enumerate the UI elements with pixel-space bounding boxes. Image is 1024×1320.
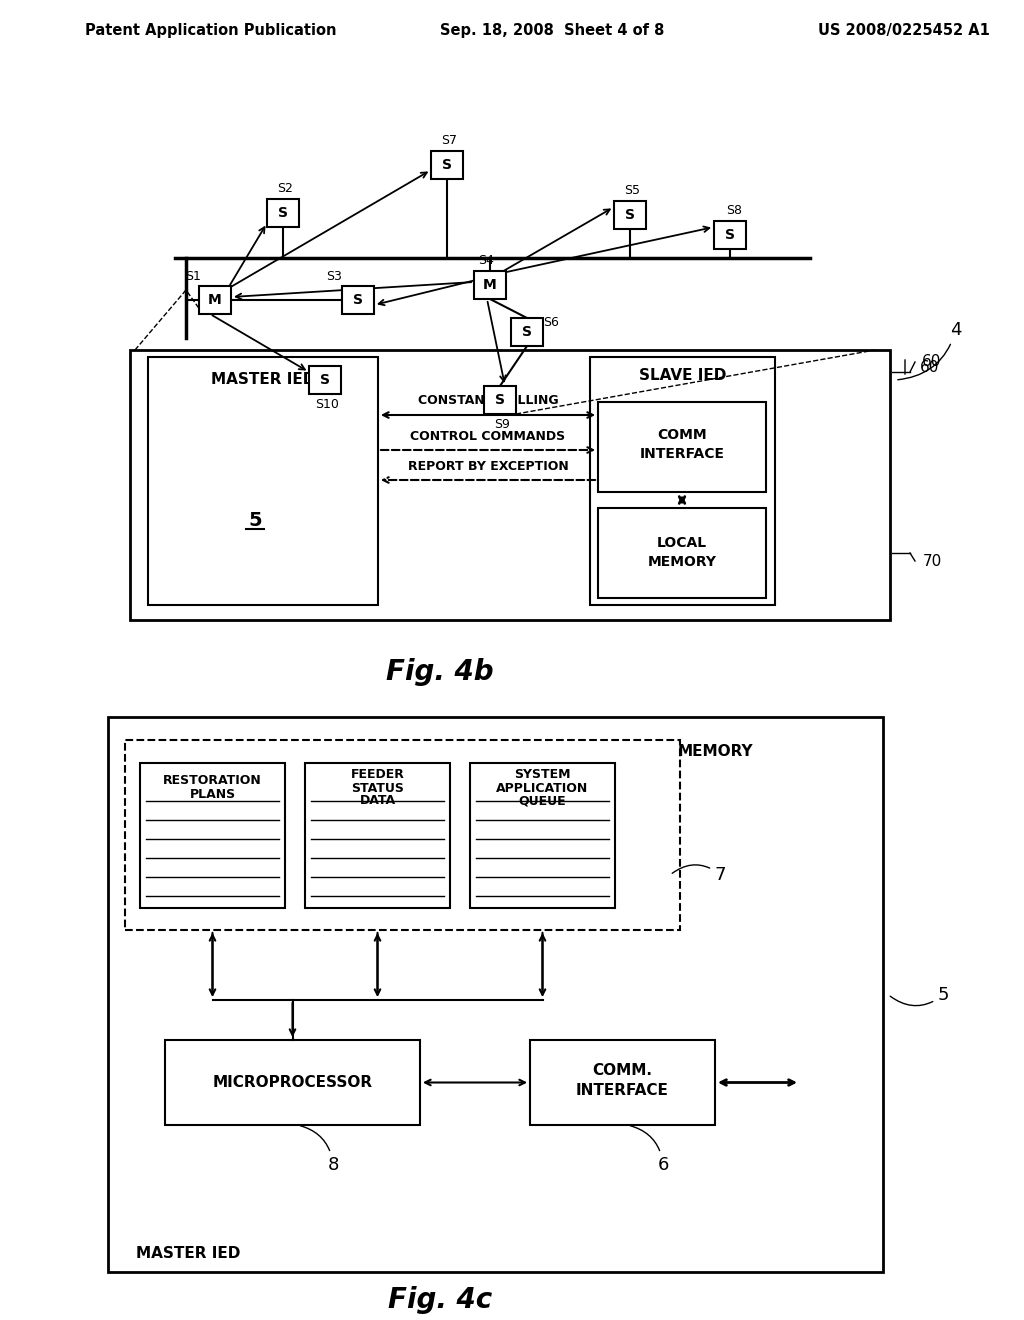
Text: S1: S1 <box>185 271 201 284</box>
Bar <box>199 286 231 314</box>
Text: 7: 7 <box>672 865 726 884</box>
Bar <box>590 356 775 605</box>
Text: S: S <box>522 325 532 339</box>
Text: 70: 70 <box>923 553 942 569</box>
Text: S7: S7 <box>441 135 457 148</box>
Text: COMM: COMM <box>657 428 707 442</box>
Text: S3: S3 <box>326 271 342 284</box>
Bar <box>470 763 615 908</box>
Text: PLANS: PLANS <box>189 788 236 800</box>
Text: MASTER IED: MASTER IED <box>211 371 315 387</box>
Text: M: M <box>208 293 222 308</box>
Bar <box>108 717 883 1272</box>
Bar <box>267 199 299 227</box>
Text: COMM.: COMM. <box>593 1063 652 1078</box>
Text: S: S <box>319 374 330 387</box>
Text: S: S <box>625 209 635 222</box>
Text: S: S <box>442 158 452 172</box>
Text: 60: 60 <box>923 355 942 370</box>
Bar <box>484 385 516 414</box>
Text: M: M <box>483 279 497 292</box>
Text: MEMORY: MEMORY <box>677 744 753 759</box>
Text: S6: S6 <box>543 315 559 329</box>
Text: DATA: DATA <box>359 795 395 808</box>
Text: INTERFACE: INTERFACE <box>577 1082 669 1098</box>
Text: CONTROL COMMANDS: CONTROL COMMANDS <box>411 429 565 442</box>
Text: SLAVE IED: SLAVE IED <box>639 367 726 383</box>
Text: SYSTEM: SYSTEM <box>514 768 570 781</box>
Bar <box>511 318 543 346</box>
Text: 4: 4 <box>898 321 962 380</box>
Bar <box>148 356 378 605</box>
Text: Patent Application Publication: Patent Application Publication <box>85 22 337 37</box>
Text: 5: 5 <box>890 986 949 1006</box>
Text: S4: S4 <box>478 255 494 268</box>
Text: APPLICATION: APPLICATION <box>497 781 589 795</box>
Text: S2: S2 <box>278 182 293 195</box>
Bar <box>309 366 341 393</box>
Bar <box>165 1040 420 1125</box>
Text: S5: S5 <box>624 185 640 198</box>
Bar <box>305 763 450 908</box>
Text: S: S <box>278 206 288 220</box>
Bar <box>474 271 506 300</box>
Text: S: S <box>725 228 735 242</box>
Text: Fig. 4c: Fig. 4c <box>388 1286 493 1313</box>
Text: REPORT BY EXCEPTION: REPORT BY EXCEPTION <box>408 459 568 473</box>
Bar <box>614 201 646 228</box>
Bar <box>140 763 285 908</box>
Text: MASTER IED: MASTER IED <box>136 1246 241 1262</box>
Text: S10: S10 <box>315 399 339 412</box>
Text: 6: 6 <box>630 1126 669 1173</box>
Text: INTERFACE: INTERFACE <box>640 447 725 461</box>
Text: MICROPROCESSOR: MICROPROCESSOR <box>212 1074 373 1090</box>
Bar <box>342 286 374 314</box>
Bar <box>130 350 890 620</box>
Text: QUEUE: QUEUE <box>519 795 566 808</box>
Text: Sep. 18, 2008  Sheet 4 of 8: Sep. 18, 2008 Sheet 4 of 8 <box>440 22 665 37</box>
Text: S: S <box>495 393 505 407</box>
Text: FEEDER: FEEDER <box>350 768 404 781</box>
Text: Fig. 4b: Fig. 4b <box>386 657 494 686</box>
Text: STATUS: STATUS <box>351 781 403 795</box>
Text: LOCAL: LOCAL <box>657 536 707 550</box>
Bar <box>598 508 766 598</box>
Text: S: S <box>353 293 362 308</box>
Text: RESTORATION: RESTORATION <box>163 775 262 788</box>
Text: S9: S9 <box>494 418 510 432</box>
Text: 8: 8 <box>300 1126 339 1173</box>
Text: 60: 60 <box>921 359 940 375</box>
Bar <box>598 403 766 492</box>
Text: CONSTANT POLLING: CONSTANT POLLING <box>418 395 558 408</box>
Text: MEMORY: MEMORY <box>647 554 717 569</box>
Bar <box>714 220 746 249</box>
Bar <box>431 150 463 180</box>
Text: US 2008/0225452 A1: US 2008/0225452 A1 <box>818 22 990 37</box>
Bar <box>125 741 680 931</box>
Text: S8: S8 <box>726 205 742 218</box>
Bar <box>530 1040 715 1125</box>
Text: 5: 5 <box>248 511 262 529</box>
